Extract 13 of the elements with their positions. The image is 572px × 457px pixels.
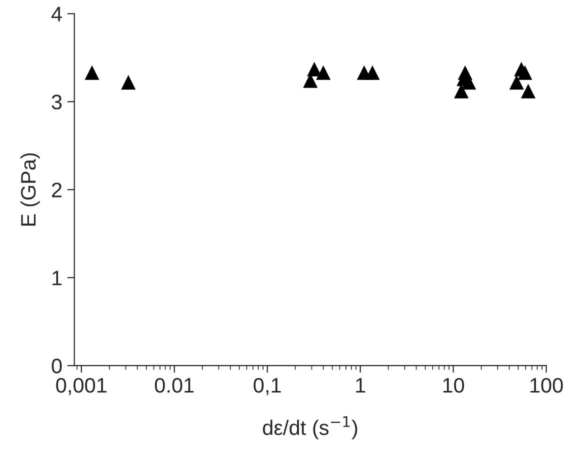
y-tick-label: 1 [52,270,62,286]
x-tick-label: 10 [443,378,464,393]
y-tick-label: 4 [51,6,62,22]
x-tick-label: 0.01 [154,378,194,393]
y-axis-title: E (GPa) [20,153,40,226]
y-tick-label: 3 [52,94,62,110]
x-tick-label: 1 [356,378,366,393]
x-tick-label: 0,001 [56,378,106,396]
y-tick-label: 0 [52,358,62,374]
y-tick-label: 2 [52,182,62,198]
x-tick-label: 0,1 [254,378,281,396]
x-tick-label: 100 [530,378,563,393]
x-axis-title: dε/dt (s$^{−1}$) [262,416,358,440]
